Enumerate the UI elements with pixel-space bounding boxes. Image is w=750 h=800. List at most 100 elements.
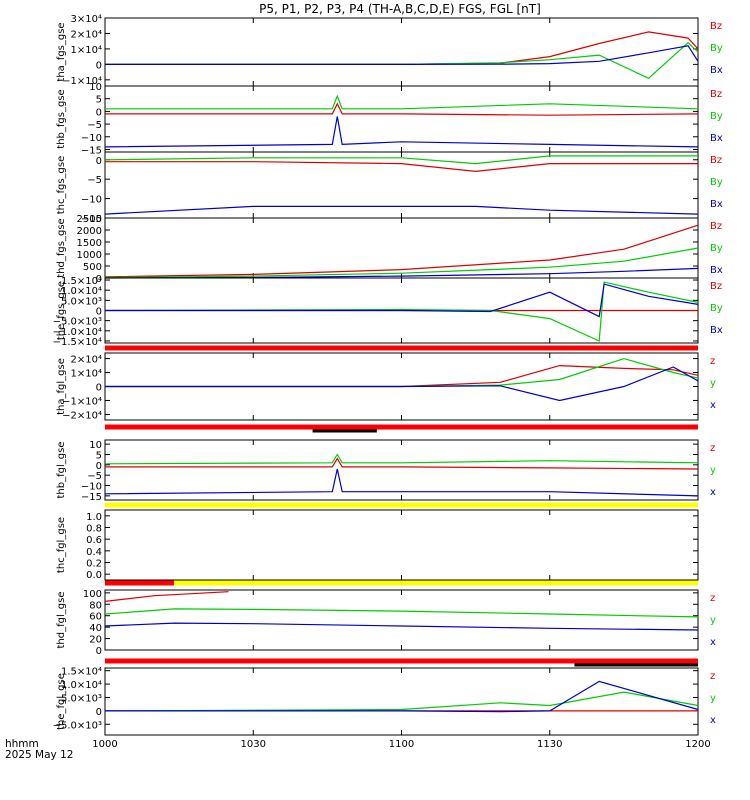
y-tick-label: 0.6 — [86, 535, 102, 546]
panel-frame — [104, 509, 699, 581]
legend-entry: By — [710, 111, 723, 122]
series-z — [104, 224, 699, 278]
y-tick-label: 1.0×10⁴ — [61, 680, 102, 691]
y-tick-label: 1.5×10⁴ — [61, 276, 102, 287]
y-tick-label: 100 — [83, 589, 102, 600]
status-bar — [105, 345, 698, 351]
y-tick-label: 0 — [96, 461, 102, 472]
legend-entry: Bz — [710, 89, 722, 100]
legend-entry: Bz — [710, 21, 722, 32]
series-y — [105, 357, 699, 388]
legend-entry: y — [710, 693, 716, 704]
y-tick-label: −10 — [81, 482, 102, 493]
panel: −15 −10 −5 0 thc_fgs_gse Bz By Bx — [56, 151, 723, 225]
y-tick-label: 0.0 — [86, 570, 102, 581]
series-y — [104, 281, 699, 342]
series-z — [105, 457, 699, 470]
panel-frame — [104, 589, 699, 651]
series-x — [105, 283, 699, 318]
y-tick-label: 1.5×10⁴ — [61, 667, 102, 678]
y-tick-label: 0 — [96, 156, 102, 167]
y-tick-label: 3×10⁴ — [71, 14, 102, 25]
y-tick-label: −10 — [81, 195, 102, 206]
y-tick-label: 0 — [96, 274, 102, 285]
y-tick-label: −15 — [81, 492, 102, 503]
legend-entry: x — [710, 715, 716, 726]
footer-date: 2025 May 12 — [5, 749, 73, 761]
legend-entry: By — [710, 177, 723, 188]
legend-entry: z — [710, 356, 715, 367]
series-y — [104, 608, 699, 618]
y-tick-label: −1.5×10⁴ — [53, 337, 102, 348]
x-tick-label: 1100 — [389, 739, 414, 750]
y-axis-label: thb_fgs_gse — [56, 89, 67, 148]
y-tick-label: 1000 — [77, 250, 102, 261]
series-x — [104, 622, 699, 631]
y-tick-label: 0 — [96, 707, 102, 718]
series-y — [104, 247, 699, 279]
panel: −1×10⁴ 0 1×10⁴ 2×10⁴ 3×10⁴ tha_fgs_gse Bz By Bx — [56, 14, 723, 87]
series-y — [104, 691, 699, 712]
y-axis-label: thc_fgl_gse — [56, 517, 67, 573]
legend-entry: Bx — [710, 265, 723, 276]
y-axis-label: thd_fgs_gse — [56, 218, 67, 277]
series-y — [104, 453, 699, 465]
legend-entry: x — [710, 637, 716, 648]
y-tick-label: −5 — [87, 175, 102, 186]
y-tick-label: 2500 — [77, 214, 102, 225]
y-tick-label: 5.0×10³ — [61, 693, 102, 704]
x-axis: 1000 1030 1100 1130 1200 — [92, 739, 710, 750]
series-y — [104, 155, 698, 165]
legend-entry: Bz — [710, 155, 722, 166]
y-tick-label: −5 — [87, 120, 102, 131]
y-tick-label: 0 — [96, 107, 102, 118]
y-axis-label: tha_fgl_gse — [56, 358, 67, 415]
series-z — [105, 161, 698, 173]
y-tick-label: 0.2 — [86, 559, 102, 570]
y-tick-label: −1.0×10⁴ — [53, 327, 102, 338]
y-tick-label: −5.0×10³ — [53, 317, 102, 328]
y-tick-label: −2×10⁴ — [62, 410, 102, 421]
series-y — [105, 94, 699, 110]
y-axis-label: thd_fgl_gse — [56, 592, 67, 649]
legend-entry: Bx — [710, 65, 723, 76]
y-tick-label: 500 — [83, 262, 102, 273]
series-x — [104, 468, 699, 497]
y-axis-label: tha_fgs_gse — [56, 22, 67, 81]
legend-entry: x — [710, 487, 716, 498]
chart-title: P5, P1, P2, P3, P4 (TH-A,B,C,D,E) FGS, F… — [259, 2, 541, 16]
y-tick-label: 80 — [89, 600, 102, 611]
y-axis-label: thb_fgl_gse — [56, 442, 67, 499]
y-tick-label: −10 — [81, 133, 102, 144]
legend-entry: By — [710, 43, 723, 54]
x-tick-label: 1200 — [685, 739, 710, 750]
panel-frame — [104, 439, 699, 501]
legend-entry: By — [710, 243, 723, 254]
y-tick-label: 20 — [89, 635, 102, 646]
x-tick-label: 1000 — [92, 739, 117, 750]
y-tick-label: 0 — [96, 307, 102, 318]
legend-entry: y — [710, 615, 716, 626]
x-tick-label: 1130 — [537, 739, 562, 750]
legend-entry: By — [710, 303, 723, 314]
y-tick-label: 0.4 — [86, 547, 102, 558]
y-tick-label: 0 — [96, 60, 102, 71]
panel: −1.5×10⁴−1.0×10⁴−5.0×10³05.0×10³1.0×10⁴1… — [53, 276, 723, 348]
y-tick-label: −1×10⁴ — [62, 76, 102, 87]
legend-entry: Bx — [710, 133, 723, 144]
y-tick-label: 1×10⁴ — [71, 45, 102, 56]
status-bar — [105, 658, 698, 664]
status-bar — [574, 663, 698, 667]
y-axis-label: the_fgs_gse — [56, 281, 67, 340]
legend-entry: y — [710, 378, 716, 389]
status-bar — [105, 502, 698, 508]
legend-entry: x — [710, 400, 716, 411]
y-tick-label: 1500 — [77, 238, 102, 249]
panel: 0.00.20.40.60.81.0 thc_fgl_gse — [56, 502, 699, 581]
legend-entry: z — [710, 671, 715, 682]
status-bar — [105, 580, 175, 586]
y-tick-label: 60 — [89, 612, 102, 623]
